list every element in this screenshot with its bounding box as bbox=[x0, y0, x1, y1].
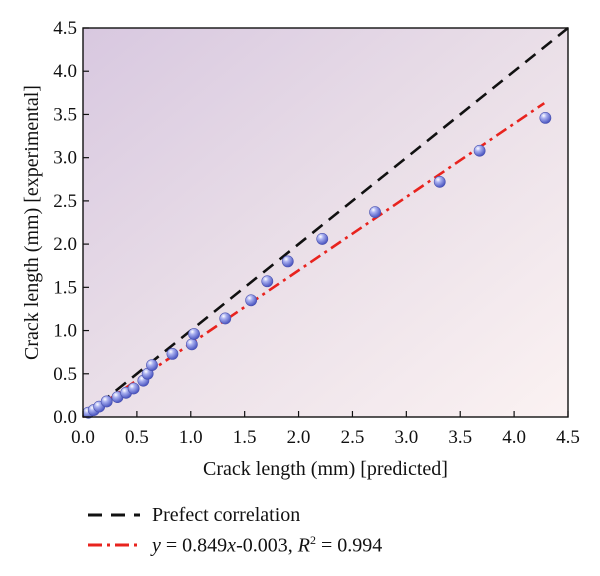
x-tick-label: 4.0 bbox=[502, 427, 526, 448]
x-tick-label: 3.5 bbox=[448, 427, 472, 448]
y-tick-label: 2.5 bbox=[53, 191, 77, 212]
legend-item-fit: y = 0.849x-0.003, R2 = 0.994 bbox=[86, 530, 382, 560]
y-tick-label: 0.5 bbox=[53, 364, 77, 385]
data-point bbox=[100, 395, 113, 408]
legend-label-perfect: Prefect correlation bbox=[152, 503, 301, 526]
x-tick-label: 0.0 bbox=[71, 427, 95, 448]
data-point bbox=[185, 338, 198, 351]
data-point bbox=[245, 294, 258, 307]
data-point bbox=[219, 312, 232, 325]
y-tick-label: 3.0 bbox=[53, 148, 77, 169]
x-tick-label: 3.0 bbox=[394, 427, 418, 448]
plot-frame bbox=[82, 27, 569, 418]
data-point bbox=[316, 233, 329, 245]
data-point bbox=[166, 347, 179, 360]
plot-background bbox=[83, 28, 568, 417]
fit-line bbox=[82, 102, 546, 419]
data-point bbox=[146, 359, 158, 372]
legend: Prefect correlation y = 0.849x-0.003, R2… bbox=[86, 500, 382, 560]
data-point bbox=[281, 255, 294, 268]
chart: 0.0 0.5 1.0 1.5 2.0 2.5 3.0 3.5 4.0 4.5 0.0 0.5 1.0 1… bbox=[21, 18, 580, 480]
x-tick-label: 1.5 bbox=[233, 427, 257, 448]
x-tick-label: 4.5 bbox=[556, 427, 580, 448]
y-tick-label: 0.0 bbox=[53, 407, 77, 428]
data-point bbox=[127, 382, 140, 395]
legend-item-perfect: Prefect correlation bbox=[86, 500, 382, 530]
x-axis-title: Crack length (mm) [predicted] bbox=[203, 458, 448, 480]
data-point bbox=[539, 112, 552, 124]
y-tick-label: 4.0 bbox=[53, 61, 77, 82]
y-tick-label: 4.5 bbox=[53, 18, 77, 39]
data-point bbox=[261, 275, 274, 288]
y-tick-label: 2.0 bbox=[53, 234, 77, 255]
data-point bbox=[369, 206, 381, 219]
y-tick-label: 1.0 bbox=[53, 321, 77, 342]
dashed-line-swatch bbox=[88, 513, 140, 517]
x-tick-label: 0.5 bbox=[125, 427, 149, 448]
y-axis-title: Crack length (mm) [experimental] bbox=[21, 85, 43, 360]
y-tick-label: 3.5 bbox=[53, 104, 77, 125]
x-tick-label: 1.0 bbox=[179, 427, 203, 448]
x-tick-label: 2.5 bbox=[341, 427, 365, 448]
data-point bbox=[188, 328, 200, 340]
data-point bbox=[433, 175, 446, 188]
y-tick-label: 1.5 bbox=[53, 277, 77, 298]
data-point bbox=[473, 144, 486, 157]
x-tick-label: 2.0 bbox=[287, 427, 311, 448]
dash-dot-line-swatch bbox=[88, 543, 140, 547]
legend-label-fit: y = 0.849x-0.003, R2 = 0.994 bbox=[152, 532, 383, 557]
